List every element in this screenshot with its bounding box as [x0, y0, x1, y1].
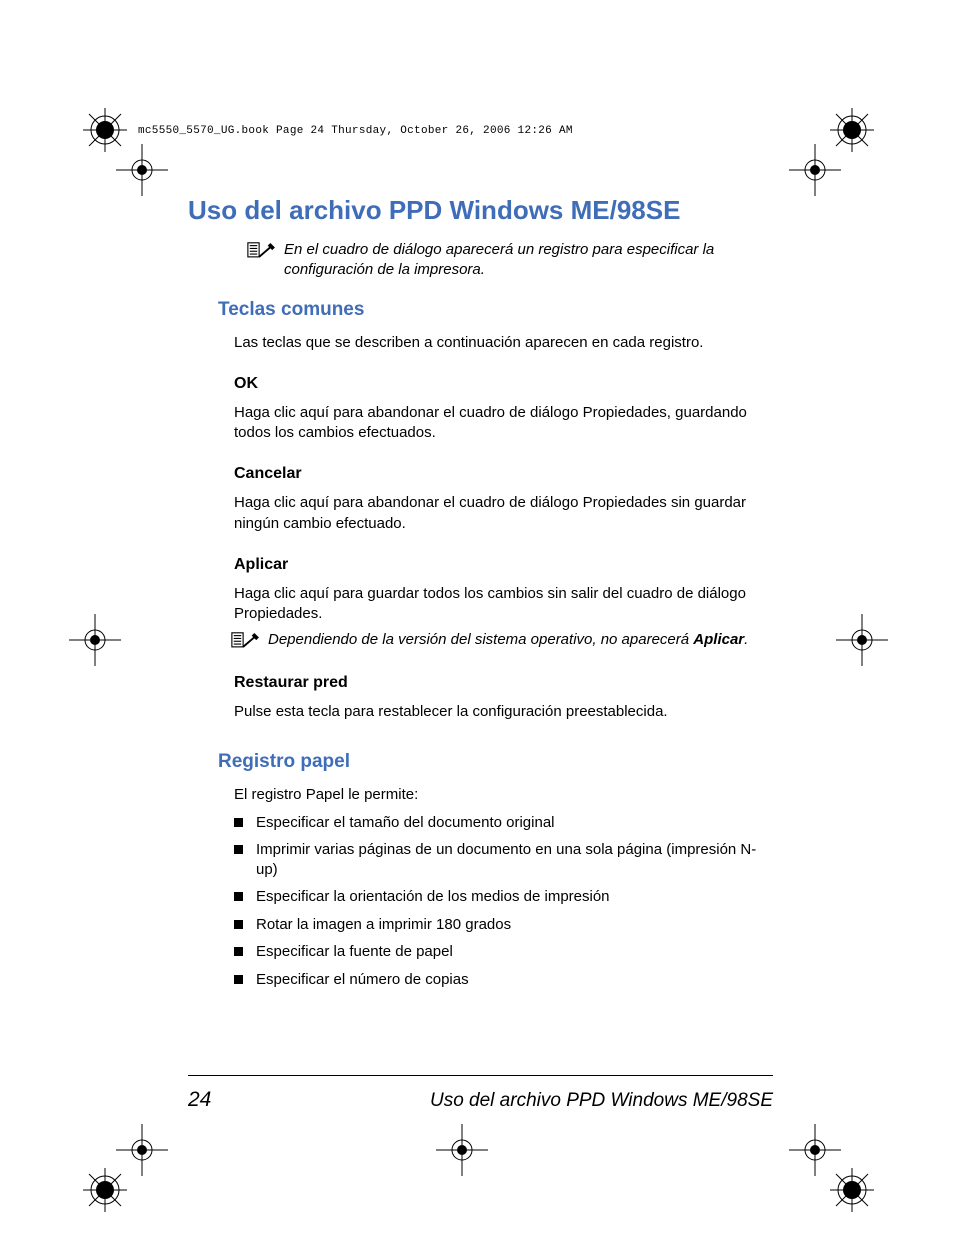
intro-note: En el cuadro de diálogo aparecerá un reg…	[246, 240, 773, 281]
footer-rule	[188, 1075, 773, 1076]
sub-ok-body: Haga clic aquí para abandonar el cuadro …	[234, 403, 773, 444]
page-title: Uso del archivo PPD Windows ME/98SE	[188, 195, 773, 226]
page-number: 24	[188, 1088, 211, 1112]
content-area: Uso del archivo PPD Windows ME/98SE En e…	[188, 195, 773, 997]
page: mc5550_5570_UG.book Page 24 Thursday, Oc…	[0, 0, 954, 1235]
section-registro-heading: Registro papel	[218, 751, 773, 773]
regmark-inner	[832, 610, 892, 670]
running-title: Uso del archivo PPD Windows ME/98SE	[430, 1090, 773, 1112]
sub-aplicar-heading: Aplicar	[234, 556, 773, 574]
list-item: Rotar la imagen a imprimir 180 grados	[234, 915, 773, 935]
section-registro-lead: El registro Papel le permite:	[234, 785, 773, 805]
regmark-inner	[112, 1120, 172, 1180]
sub-restaurar-heading: Restaurar pred	[234, 674, 773, 692]
regmark-inner	[785, 140, 845, 200]
list-item: Especificar la orientación de los medios…	[234, 887, 773, 907]
sub-restaurar-body: Pulse esta tecla para restablecer la con…	[234, 702, 773, 722]
section-teclas-heading: Teclas comunes	[218, 299, 773, 321]
list-item: Especificar el número de copias	[234, 970, 773, 990]
footer: 24 Uso del archivo PPD Windows ME/98SE	[188, 1088, 773, 1112]
sub-cancelar-heading: Cancelar	[234, 465, 773, 483]
sub-cancelar-body: Haga clic aquí para abandonar el cuadro …	[234, 493, 773, 534]
regmark-inner	[785, 1120, 845, 1180]
regmark-inner	[112, 140, 172, 200]
aplicar-note-text: Dependiendo de la versión del sistema op…	[268, 630, 748, 650]
section-teclas-lead: Las teclas que se describen a continuaci…	[234, 333, 773, 353]
note-icon	[246, 240, 276, 262]
header-meta: mc5550_5570_UG.book Page 24 Thursday, Oc…	[138, 125, 573, 137]
regmark-inner	[65, 610, 125, 670]
note-icon	[230, 630, 260, 652]
list-item: Especificar el tamaño del documento orig…	[234, 813, 773, 833]
sub-aplicar-body: Haga clic aquí para guardar todos los ca…	[234, 584, 773, 625]
list-item: Especificar la fuente de papel	[234, 942, 773, 962]
aplicar-note-bold: Aplicar	[693, 631, 744, 648]
intro-note-text: En el cuadro de diálogo aparecerá un reg…	[284, 240, 773, 281]
sub-ok-heading: OK	[234, 375, 773, 393]
registro-list: Especificar el tamaño del documento orig…	[234, 813, 773, 990]
aplicar-note-post: .	[744, 631, 748, 648]
aplicar-note: Dependiendo de la versión del sistema op…	[230, 630, 773, 652]
aplicar-note-pre: Dependiendo de la versión del sistema op…	[268, 631, 693, 648]
list-item: Imprimir varias páginas de un documento …	[234, 840, 773, 879]
regmark-inner	[432, 1120, 492, 1180]
